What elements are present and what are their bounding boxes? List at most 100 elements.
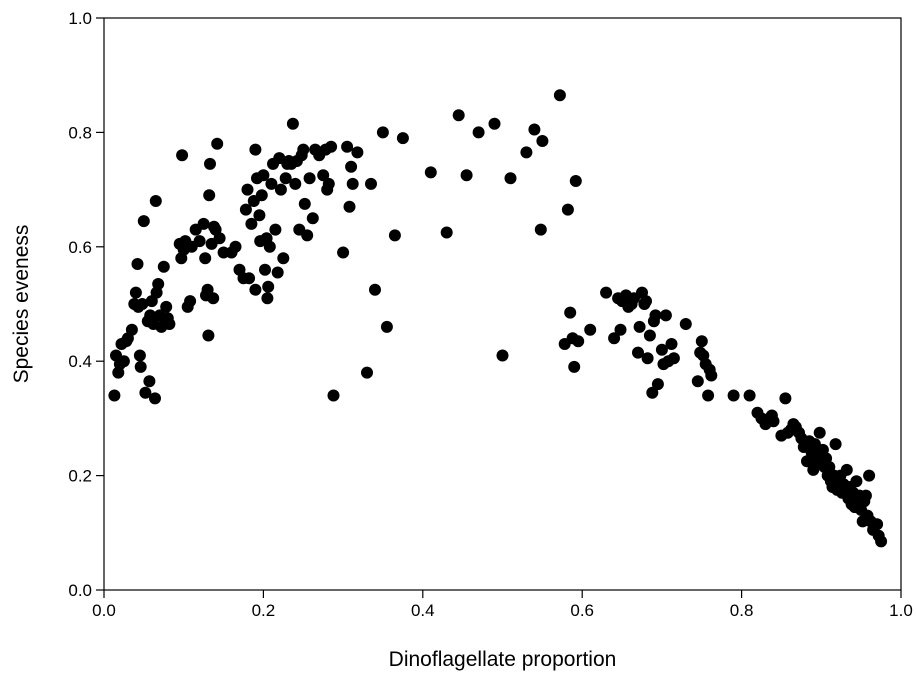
data-point [365,177,377,190]
data-point [263,240,276,253]
data-point [553,89,566,102]
data-point [269,223,282,236]
y-tick-label: 0.6 [68,238,92,257]
data-point [608,332,621,345]
data-point [520,146,533,159]
data-point [297,143,310,156]
data-point [129,286,142,299]
data-point [665,338,678,350]
data-point [327,389,340,402]
data-point [396,132,409,145]
data-point [702,389,715,402]
data-point [239,203,252,216]
data-point [207,292,220,305]
data-point [229,240,242,253]
data-point [243,272,256,285]
data-point [829,438,842,451]
data-point [203,189,216,202]
data-point [640,295,652,308]
data-point [337,246,350,259]
data-point [257,169,270,182]
data-point [117,355,130,368]
data-point [863,469,876,482]
data-point [369,283,381,296]
data-point [255,189,268,202]
data-point [496,349,509,362]
y-tick-label: 0.2 [68,467,92,486]
data-point [152,278,165,290]
data-point [262,280,275,293]
data-point [277,252,290,265]
data-point [199,252,212,265]
x-tick-label: 0.0 [92,601,116,620]
data-point [504,172,517,185]
data-point [743,389,756,402]
data-point [528,123,541,136]
data-point [534,223,547,236]
y-axis-title: Species eveness [10,225,33,384]
data-point [600,286,613,299]
data-point [317,169,330,182]
data-point [134,360,147,373]
plot-frame [103,17,902,591]
data-point [859,489,872,502]
data-point [253,209,266,222]
data-point [289,177,302,190]
data-points [108,89,888,548]
data-point [245,217,258,230]
x-tick-label: 0.4 [411,601,435,620]
data-point [679,318,692,330]
data-point [322,177,335,190]
data-point [176,149,189,162]
data-point [659,309,672,322]
x-axis-title: Dinoflagellate proportion [389,648,617,671]
data-point [424,166,437,179]
data-point [213,232,226,245]
data-point [137,215,150,228]
data-point [193,235,206,248]
data-point [561,203,574,216]
data-point [341,140,354,153]
data-point [572,335,585,348]
data-point [265,177,278,190]
data-point [460,169,473,182]
data-point [303,172,316,185]
data-point [440,226,453,239]
data-point [249,283,262,296]
data-point [536,135,549,147]
data-point [655,343,668,356]
y-axis-ticks: 0.0 0.2 0.4 0.6 0.8 1.0 [68,9,104,600]
data-point [667,352,680,365]
y-tick-label: 0.8 [68,123,92,142]
x-axis-ticks: 0.0 0.2 0.4 0.6 0.8 1.0 [92,590,913,620]
data-point [649,309,662,322]
data-point [695,335,708,348]
data-point [568,360,581,373]
y-tick-label: 1.0 [68,9,92,28]
data-point [131,258,144,270]
data-point [261,292,274,305]
data-point [202,329,215,342]
data-point [325,140,338,153]
data-point [271,266,284,279]
data-point [259,263,271,276]
data-point [850,475,863,488]
data-point [641,352,654,365]
data-point [211,137,224,150]
data-point [343,200,356,213]
data-point [157,260,170,273]
data-point [274,183,287,196]
data-point [143,375,156,388]
data-point [584,323,597,336]
data-point [149,392,161,405]
data-point [388,229,401,242]
data-point [351,146,364,159]
data-point [871,518,884,531]
data-point [241,183,254,196]
data-point [133,349,146,362]
data-point [136,298,149,310]
data-point [632,346,644,359]
data-point [301,229,314,242]
data-point [380,320,393,333]
